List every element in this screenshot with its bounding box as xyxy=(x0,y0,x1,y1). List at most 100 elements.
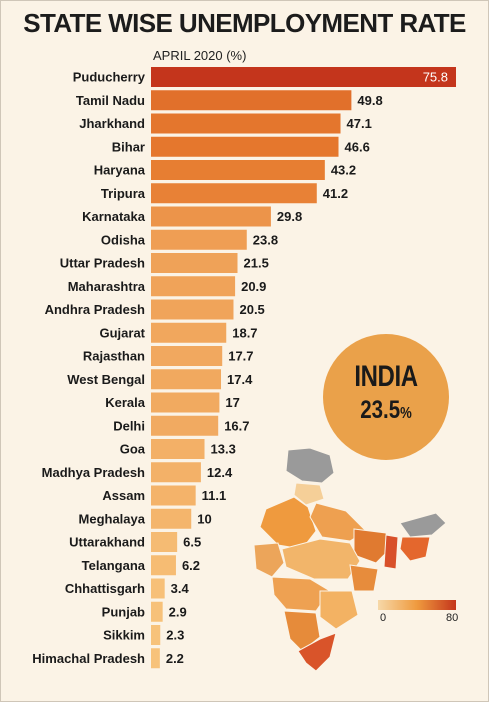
value-label: 2.2 xyxy=(166,651,184,666)
map-region-north-grey xyxy=(285,447,335,484)
value-label: 13.3 xyxy=(211,442,236,457)
category-label: West Bengal xyxy=(67,372,145,387)
value-label: 11.1 xyxy=(202,488,227,503)
value-label: 23.8 xyxy=(253,232,278,247)
value-label: 17.4 xyxy=(227,372,253,387)
india-label: INDIA xyxy=(354,360,418,393)
category-label: Karnataka xyxy=(82,209,146,224)
bar xyxy=(151,113,341,134)
map-region-west-bengal xyxy=(383,534,399,570)
category-label: Haryana xyxy=(94,163,146,178)
bar xyxy=(151,67,456,87)
category-label: Meghalaya xyxy=(79,511,146,526)
map-region-uttar-pradesh xyxy=(309,502,367,542)
value-label: 3.4 xyxy=(171,581,190,596)
value-label: 12.4 xyxy=(207,465,233,480)
category-label: Uttar Pradesh xyxy=(60,256,145,271)
value-label: 6.2 xyxy=(182,558,200,573)
bar xyxy=(151,206,271,227)
legend-color-scale xyxy=(378,600,456,610)
category-label: Andhra Pradesh xyxy=(45,302,145,317)
bar xyxy=(151,160,325,180)
bar xyxy=(151,322,227,343)
category-label: Jharkhand xyxy=(79,116,145,131)
bar xyxy=(151,415,219,436)
bar xyxy=(151,253,238,273)
value-label: 49.8 xyxy=(357,93,382,108)
india-rate-value: 23.5% xyxy=(334,396,437,425)
category-label: Tripura xyxy=(101,186,146,201)
value-label: 17.7 xyxy=(228,349,253,364)
category-label: Delhi xyxy=(113,418,145,433)
bar xyxy=(151,578,165,599)
category-label: Madhya Pradesh xyxy=(42,465,145,480)
map-region-northeast xyxy=(399,536,431,562)
value-label: 47.1 xyxy=(347,116,372,131)
value-label: 29.8 xyxy=(277,209,302,224)
chart-subtitle: APRIL 2020 (%) xyxy=(153,48,247,63)
map-region-northeast-grey xyxy=(399,512,447,538)
value-label: 20.5 xyxy=(239,302,264,317)
value-label: 18.7 xyxy=(232,325,257,340)
value-label: 20.9 xyxy=(241,279,266,294)
category-label: Tamil Nadu xyxy=(76,93,145,108)
map-region-south xyxy=(297,632,337,672)
bar xyxy=(151,299,234,320)
india-map-icon xyxy=(253,447,447,672)
category-label: Gujarat xyxy=(99,325,145,340)
category-label: Sikkim xyxy=(103,628,145,643)
value-label: 43.2 xyxy=(331,163,356,178)
map-region-maharashtra xyxy=(271,576,331,612)
category-label: Maharashtra xyxy=(68,279,146,294)
category-label: Uttarakhand xyxy=(69,535,145,550)
bar xyxy=(151,555,176,576)
value-label: 6.5 xyxy=(183,535,201,550)
category-label: Kerala xyxy=(105,395,146,410)
category-label: Assam xyxy=(102,488,145,503)
map-region-north xyxy=(293,482,325,506)
value-label: 16.7 xyxy=(224,418,249,433)
bar xyxy=(151,90,352,111)
category-label: Puducherry xyxy=(73,70,146,85)
bar xyxy=(151,462,201,483)
category-label: Himachal Pradesh xyxy=(32,651,145,666)
bar xyxy=(151,485,196,506)
bar xyxy=(151,346,223,366)
bar xyxy=(151,648,160,669)
bar xyxy=(151,183,317,204)
bar xyxy=(151,625,161,645)
bar xyxy=(151,392,220,413)
value-label: 46.6 xyxy=(345,139,370,154)
category-label: Chhattisgarh xyxy=(65,581,145,596)
value-label: 2.3 xyxy=(166,628,184,643)
category-label: Telangana xyxy=(82,558,146,573)
bar xyxy=(151,276,236,297)
category-label: Goa xyxy=(120,442,146,457)
map-region-odisha xyxy=(349,564,379,592)
value-label: 75.8 xyxy=(423,70,448,85)
map-region-gujarat xyxy=(253,542,285,578)
bar xyxy=(151,439,205,459)
value-label: 21.5 xyxy=(244,256,269,271)
category-label: Punjab xyxy=(102,604,145,619)
value-label: 10 xyxy=(197,511,211,526)
value-label: 2.9 xyxy=(169,604,187,619)
india-rate-unit: % xyxy=(400,405,412,422)
bar xyxy=(151,532,178,552)
value-label: 17 xyxy=(225,395,239,410)
legend-min-label: 0 xyxy=(380,612,387,624)
map-region-andhra xyxy=(319,590,359,630)
bar xyxy=(151,508,192,529)
value-label: 41.2 xyxy=(323,186,348,201)
category-label: Bihar xyxy=(112,139,145,154)
bar xyxy=(151,601,163,622)
legend-max-label: 80 xyxy=(446,612,459,624)
india-rate-badge: INDIA 23.5% xyxy=(323,334,449,460)
chart-title: STATE WISE UNEMPLOYMENT RATE xyxy=(23,8,466,38)
category-label: Rajasthan xyxy=(83,349,145,364)
bar xyxy=(151,229,247,250)
category-label: Odisha xyxy=(101,232,146,247)
bar xyxy=(151,369,222,390)
india-rate-number: 23.5 xyxy=(360,396,401,424)
